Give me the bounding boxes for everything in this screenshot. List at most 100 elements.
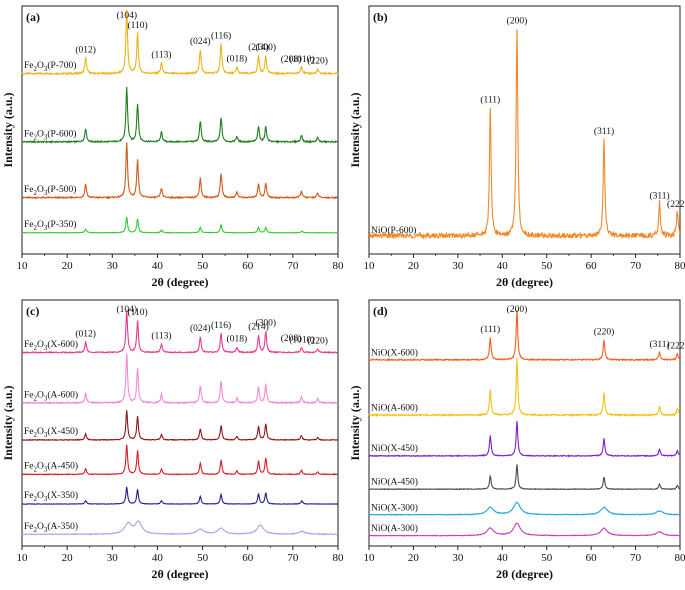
x-tick-label: 60 xyxy=(586,552,598,564)
peak-index-label: (111) xyxy=(480,324,500,335)
xrd-series-line xyxy=(21,520,339,536)
x-tick-label: 70 xyxy=(630,552,642,564)
x-tick-label: 20 xyxy=(408,552,420,564)
xrd-series-line xyxy=(368,421,681,458)
panel-a-xrd-chart: (a) 10 20 30 40 50 60 70 80 2θ (degree) Intensity … xyxy=(1,5,345,289)
x-tick-label: 30 xyxy=(107,552,119,564)
series-label: NiO(X-450) xyxy=(371,443,418,454)
x-tick-label: 10 xyxy=(17,260,29,272)
series-label: NiO(A-600) xyxy=(371,403,418,414)
x-tick-label: 10 xyxy=(364,260,376,272)
panel-label: (a) xyxy=(26,10,40,24)
series-label: Fe2O3(X-350) xyxy=(24,490,78,503)
x-axis-label: 2θ (degree) xyxy=(496,275,553,289)
xrd-series-line xyxy=(21,486,339,505)
x-tick-label: 40 xyxy=(152,260,164,272)
peak-index-label: (208) xyxy=(281,54,302,65)
peak-index-label: (311) xyxy=(649,339,669,350)
y-axis-label: Intensity (a.u.) xyxy=(348,92,362,167)
xrd-series-line xyxy=(21,216,339,234)
x-axis-label: 2θ (degree) xyxy=(496,567,553,581)
x-tick-label: 60 xyxy=(242,260,254,272)
x-tick-label: 30 xyxy=(452,260,464,272)
xrd-series-line xyxy=(21,9,339,76)
x-tick-label: 60 xyxy=(242,552,254,564)
peak-index-label: (200) xyxy=(507,304,528,315)
series-label: Fe2O3(X-600) xyxy=(24,339,78,352)
xrd-series-line xyxy=(368,522,681,537)
series-label: Fe2O3(A-600) xyxy=(24,389,78,402)
xrd-series-line xyxy=(22,142,339,200)
series-label: Fe2O3(P-500) xyxy=(24,184,76,197)
series-label: Fe2O3(A-450) xyxy=(24,461,78,474)
peak-index-label: (111) xyxy=(480,94,500,105)
series-label: Fe2O3(P-600) xyxy=(24,128,76,141)
x-tick-label: 10 xyxy=(17,552,29,564)
xrd-series-line xyxy=(21,310,339,354)
peak-index-label: (110) xyxy=(127,307,147,318)
x-tick-label: 50 xyxy=(197,552,209,564)
x-tick-label: 80 xyxy=(333,260,345,272)
peak-index-label: (104) xyxy=(116,10,137,21)
peak-index-label: (024) xyxy=(190,36,211,47)
peak-index-label: (116) xyxy=(211,320,231,331)
peak-index-label: (214) xyxy=(248,322,269,333)
peak-index-label: (1010) xyxy=(289,335,314,346)
xrd-series-line xyxy=(368,309,681,362)
xrd-series-line xyxy=(368,464,681,491)
peak-index-label: (208) xyxy=(281,333,302,344)
panel-d-xrd-chart: (d) 10 20 30 40 50 60 70 80 2θ (degree) Intensity … xyxy=(348,299,685,581)
panel-label: (c) xyxy=(26,304,39,318)
peak-index-label: (214) xyxy=(248,42,269,53)
xrd-series-line xyxy=(21,410,339,442)
x-axis-label: 2θ (degree) xyxy=(151,275,208,289)
x-tick-label: 20 xyxy=(408,260,420,272)
peak-index-label: (222) xyxy=(667,199,685,210)
series-label: Fe2O3(X-450) xyxy=(24,426,78,439)
peak-index-label: (116) xyxy=(211,30,231,41)
series-label: Fe2O3(P-700) xyxy=(24,60,76,73)
series-label: NiO(P-600) xyxy=(371,225,416,236)
xrd-series-line xyxy=(368,501,681,516)
peak-index-label: (113) xyxy=(151,330,171,341)
x-tick-label: 70 xyxy=(630,260,642,272)
peak-index-label: (222) xyxy=(667,340,685,351)
x-tick-label: 60 xyxy=(586,260,598,272)
peak-index-label: (220) xyxy=(594,327,615,338)
x-tick-label: 50 xyxy=(197,260,209,272)
y-axis-label: Intensity (a.u.) xyxy=(1,385,15,460)
peak-index-label: (012) xyxy=(75,328,96,339)
x-tick-label: 10 xyxy=(364,552,376,564)
x-tick-label: 50 xyxy=(541,260,553,272)
peak-index-label: (300) xyxy=(255,42,276,53)
panel-b-xrd-chart: (b) 10 20 30 40 50 60 70 80 2θ (degree) Intensity … xyxy=(348,5,685,289)
x-tick-label: 30 xyxy=(452,552,464,564)
x-tick-label: 20 xyxy=(62,260,74,272)
peak-index-label: (024) xyxy=(190,323,211,334)
peak-index-label: (200) xyxy=(507,15,528,26)
x-tick-label: 80 xyxy=(333,552,345,564)
x-axis-label: 2θ (degree) xyxy=(151,567,208,581)
x-tick-label: 20 xyxy=(62,552,74,564)
peak-index-label: (311) xyxy=(649,190,669,201)
x-tick-label: 40 xyxy=(497,552,509,564)
peak-index-label: (300) xyxy=(255,318,276,329)
xrd-series-line xyxy=(368,357,681,418)
peak-index-label: (104) xyxy=(116,304,137,315)
x-tick-label: 50 xyxy=(541,552,553,564)
x-tick-label: 30 xyxy=(107,260,119,272)
panel-c-xrd-chart: (c) 10 20 30 40 50 60 70 80 2θ (degree) Intensity … xyxy=(1,299,345,581)
peak-index-label: (220) xyxy=(307,336,328,347)
x-tick-label: 40 xyxy=(152,552,164,564)
series-label: NiO(A-450) xyxy=(371,476,418,487)
plot-frame xyxy=(368,5,681,255)
series-label: Fe2O3(A-350) xyxy=(24,521,78,534)
peak-index-label: (311) xyxy=(594,126,614,137)
x-tick-label: 80 xyxy=(675,260,685,272)
xrd-series-line xyxy=(21,353,339,405)
peak-index-label: (018) xyxy=(227,54,248,65)
x-tick-label: 70 xyxy=(287,552,299,564)
peak-index-label: (018) xyxy=(227,334,248,345)
xrd-series-line xyxy=(368,29,681,240)
